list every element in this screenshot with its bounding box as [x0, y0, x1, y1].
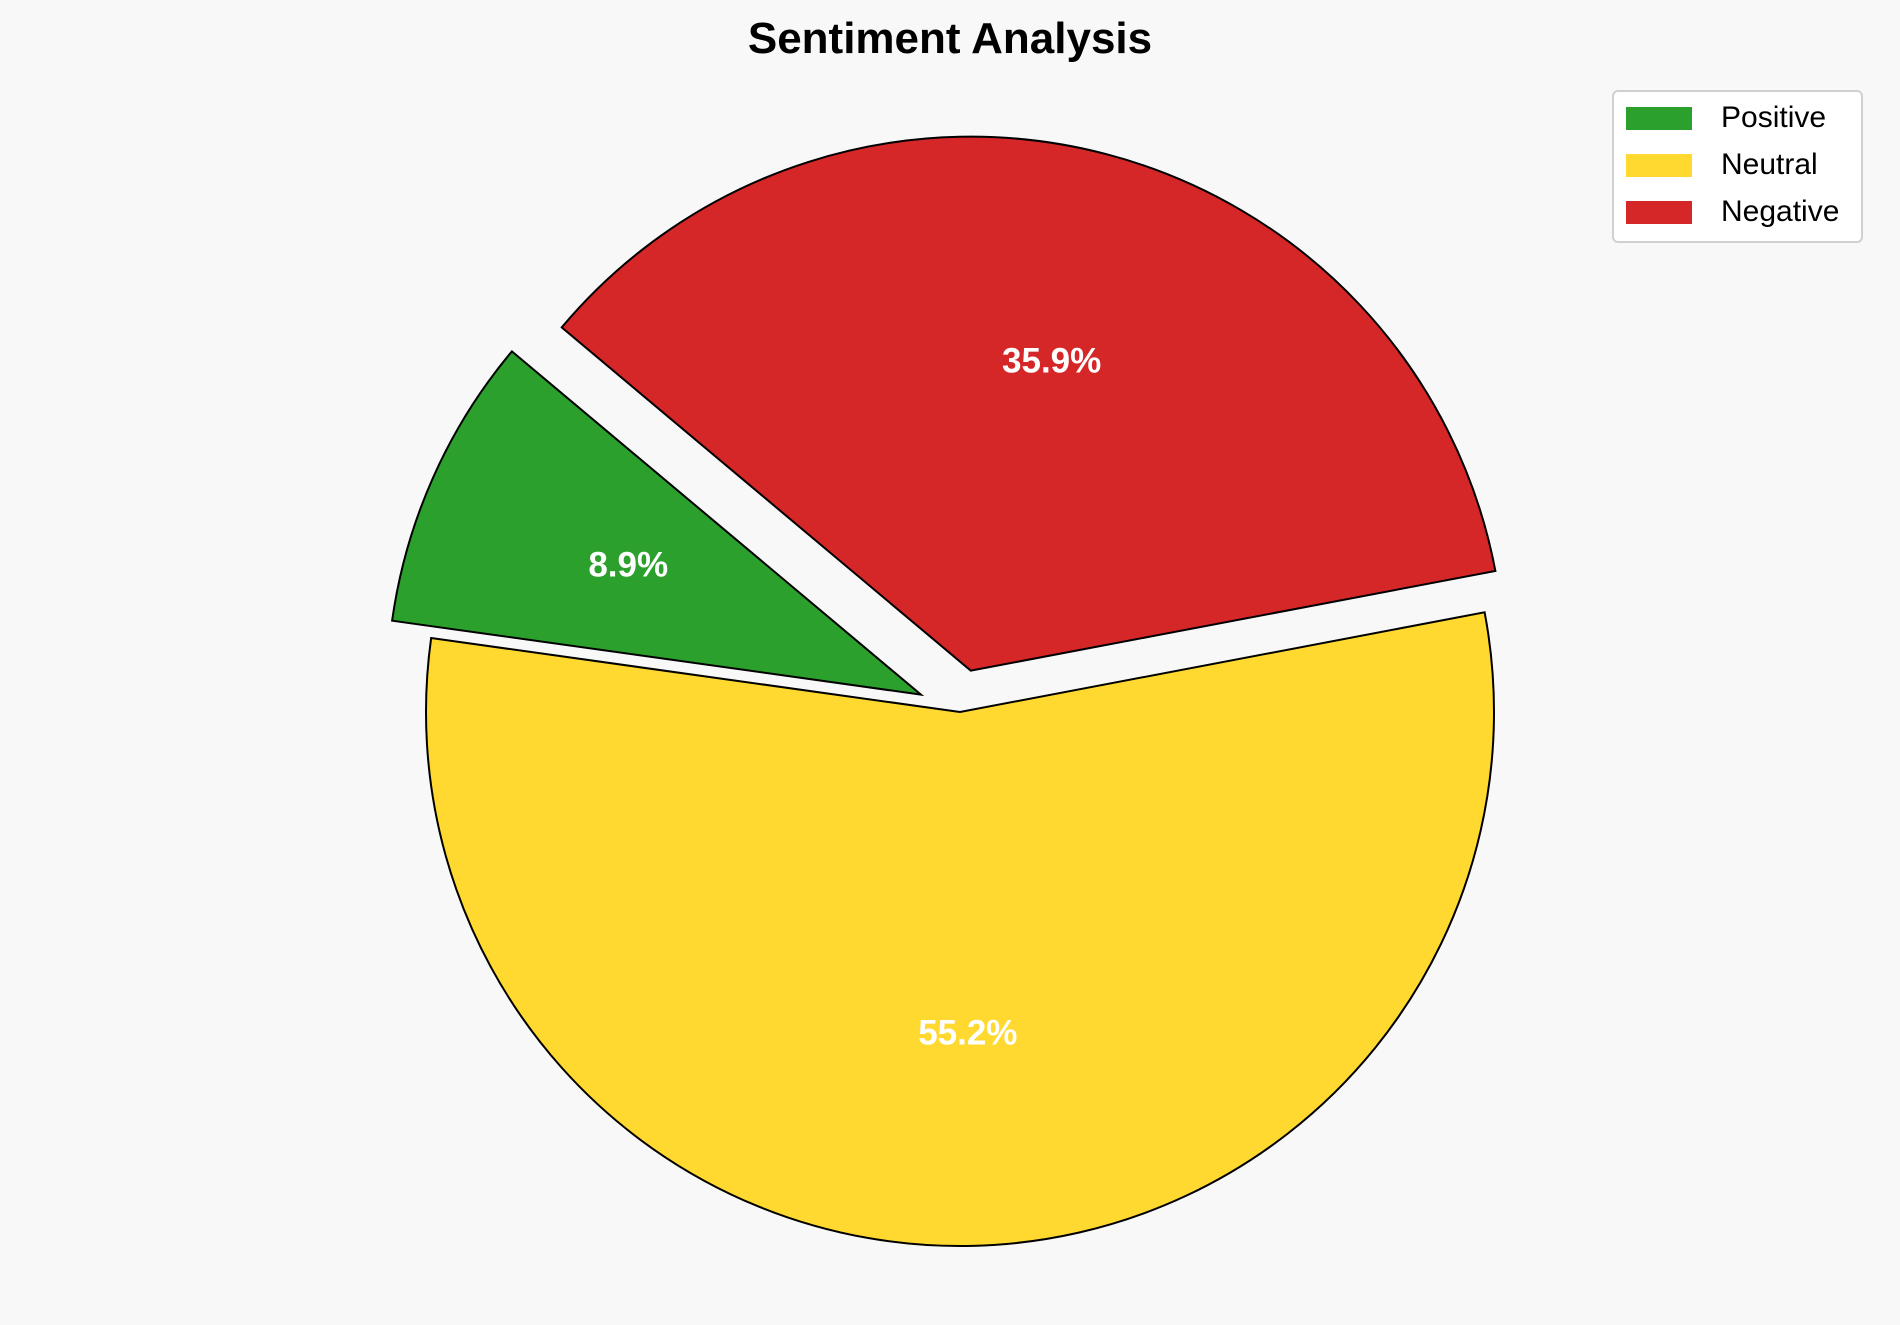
pie-slice-negative [560, 135, 1497, 672]
legend-label: Positive [1721, 101, 1827, 134]
legend-entry-positive: Positive [1626, 101, 1827, 134]
legend: Positive Neutral Negative [1612, 90, 1863, 243]
legend-patch [1626, 200, 1692, 224]
legend-label: Neutral [1721, 148, 1818, 181]
pie-slice-neutral [425, 611, 1495, 1247]
legend-patch [1626, 106, 1692, 130]
legend-label: Negative [1721, 195, 1840, 228]
slice-label-neutral: 55.2% [918, 1013, 1017, 1052]
slice-label-negative: 35.9% [1002, 342, 1101, 381]
slice-label-positive: 8.9% [588, 545, 668, 584]
pie-slice-positive [390, 349, 925, 697]
legend-entry-negative: Negative [1626, 195, 1840, 228]
legend-entry-neutral: Neutral [1626, 148, 1818, 181]
chart-title: Sentiment Analysis [747, 14, 1153, 63]
legend-patch [1626, 153, 1692, 177]
